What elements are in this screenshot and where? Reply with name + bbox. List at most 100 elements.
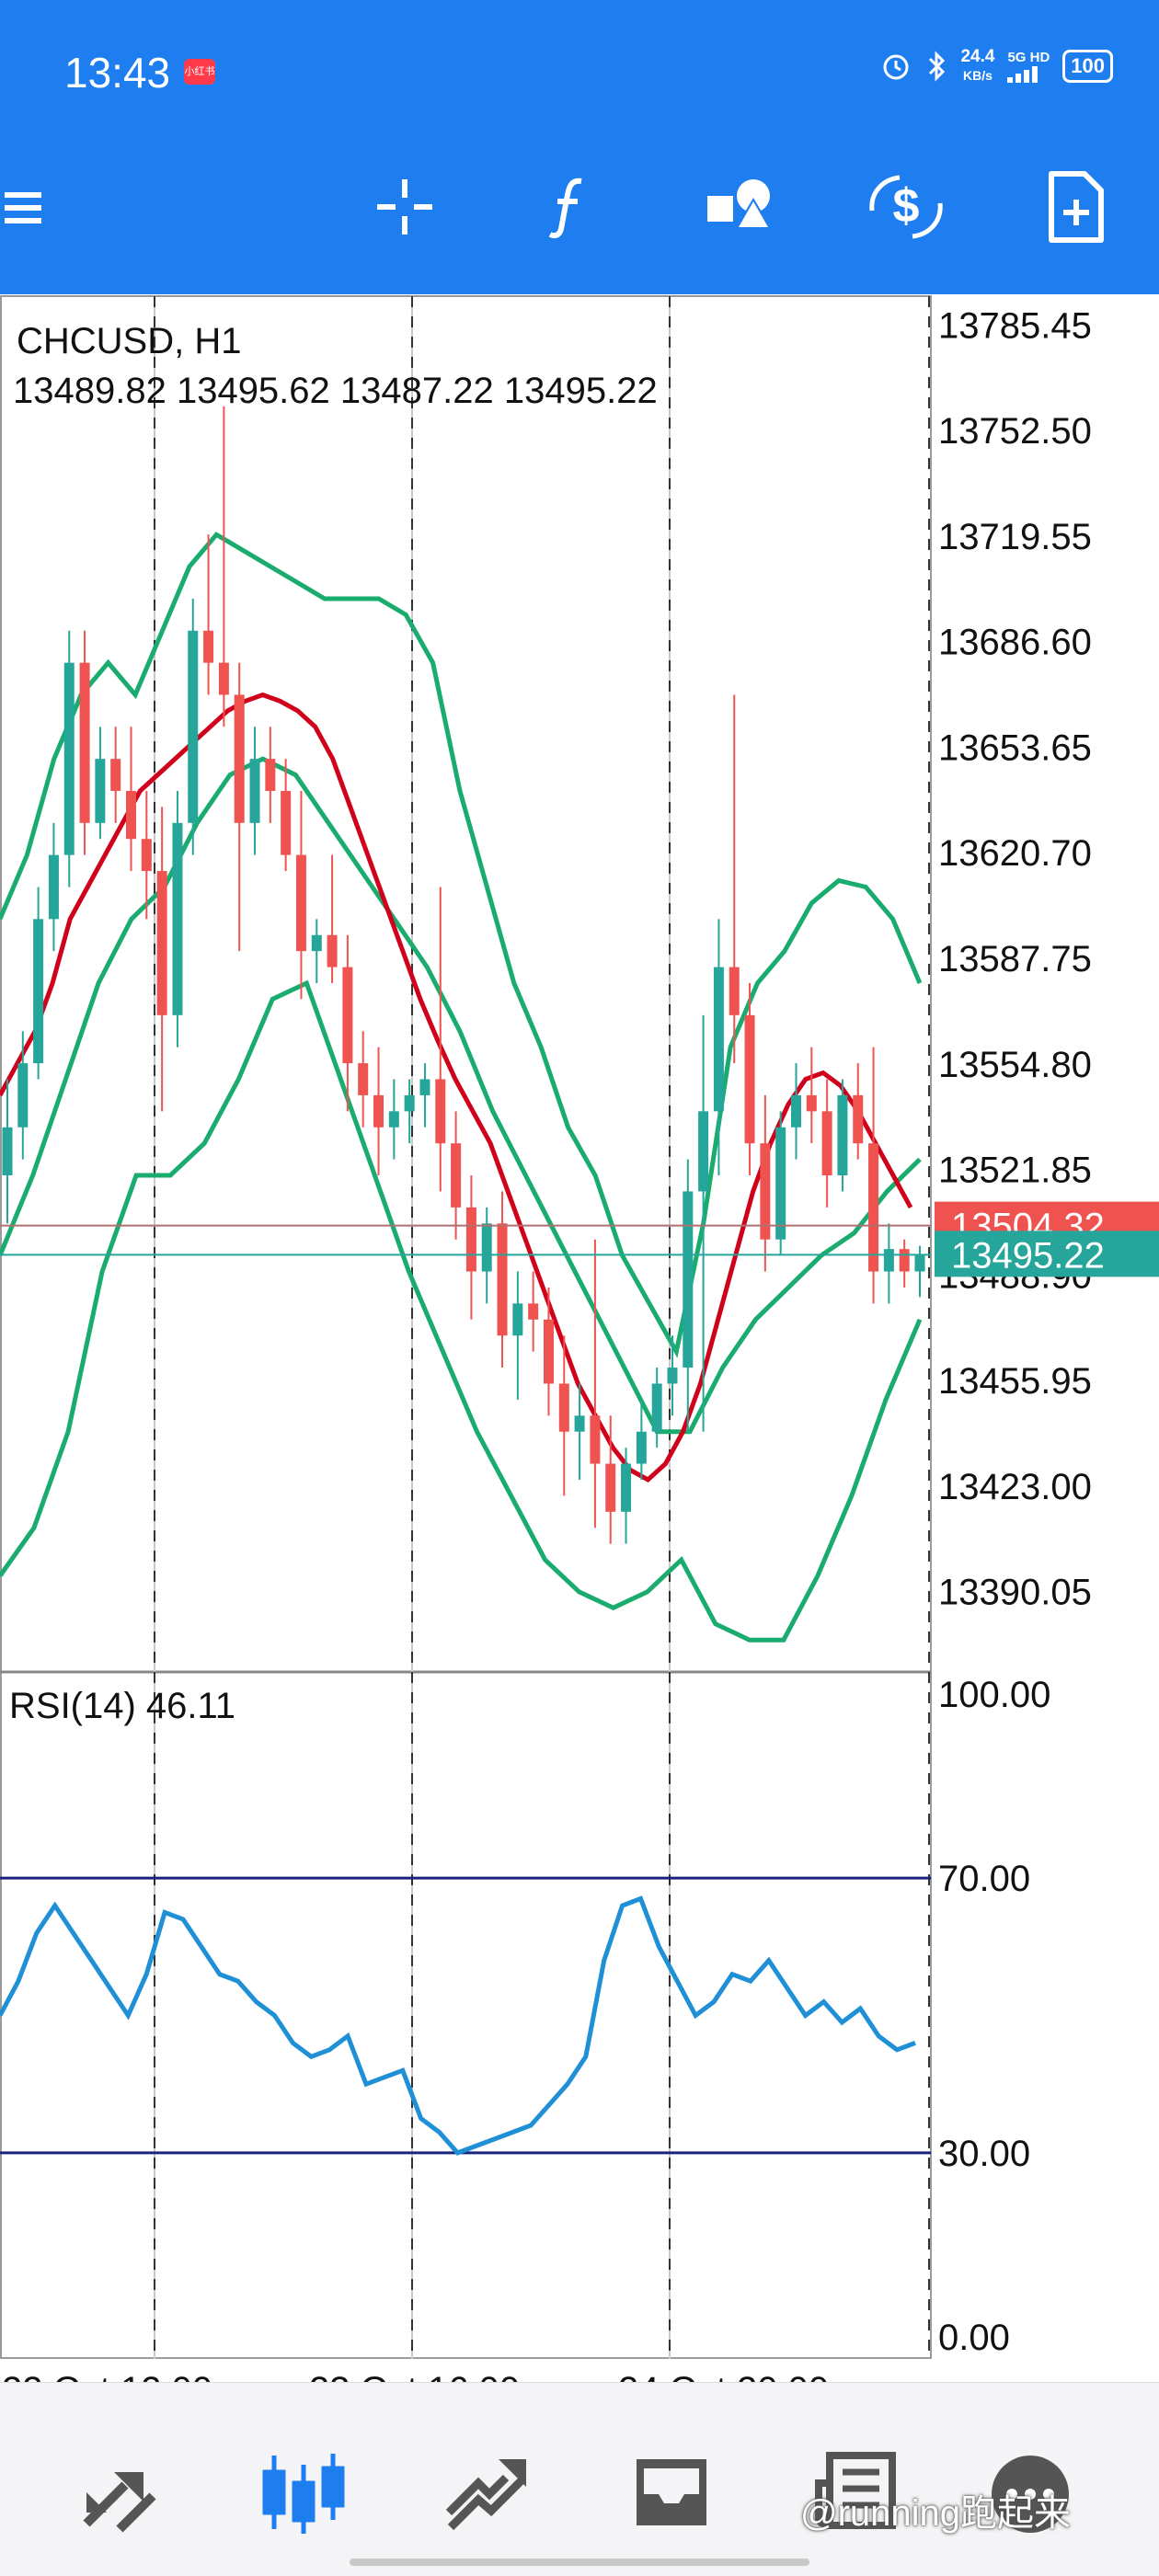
moving-average <box>0 692 913 1483</box>
candle-body <box>358 1063 369 1095</box>
candle-body <box>806 1094 817 1112</box>
candle-body <box>883 1249 894 1272</box>
candle-body <box>465 1207 476 1272</box>
candle-body <box>63 662 75 855</box>
candlesticks <box>2 406 925 1544</box>
candle-body <box>419 1079 430 1095</box>
candle-body <box>249 759 260 823</box>
candle-body <box>636 1431 647 1464</box>
status-bar: 13:43 小红书 24.4 KB/s 5G HD 100 <box>0 0 1159 147</box>
price-chart[interactable]: 13785.45 13752.50 13719.55 13686.60 13653.65… <box>0 294 1159 2382</box>
rsi-line <box>0 1895 916 2156</box>
candle-body <box>404 1094 415 1112</box>
candle-body <box>543 1319 554 1384</box>
candle-body <box>373 1094 384 1128</box>
nav-history[interactable] <box>625 2446 717 2538</box>
inbox-icon <box>637 2459 706 2525</box>
price-lines <box>0 1224 931 1256</box>
price-axis-label: 13455.95 <box>938 1361 1092 1402</box>
bollinger-lower-line <box>0 979 923 1643</box>
candle-body <box>234 694 245 823</box>
candle-body <box>342 967 353 1064</box>
candle-body <box>126 790 137 840</box>
price-axis-label: 13752.50 <box>938 411 1092 452</box>
objects-button[interactable] <box>699 166 782 248</box>
dollar-arrows-icon: $ <box>869 175 943 239</box>
rsi-panel <box>0 1876 931 2156</box>
candle-body <box>497 1223 508 1336</box>
new-order-button[interactable] <box>1035 166 1118 248</box>
candle-body <box>481 1223 492 1272</box>
status-time: 13:43 <box>64 49 171 97</box>
symbol-label: CHCUSD, H1 <box>17 321 241 361</box>
candle-body <box>899 1249 910 1272</box>
price-axis-label: 13587.75 <box>938 939 1092 979</box>
home-indicator[interactable] <box>350 2559 809 2566</box>
bollinger-upper-line <box>0 532 923 1358</box>
plot-border <box>0 295 932 2359</box>
candle-body <box>95 759 106 823</box>
alarm-icon <box>883 54 909 80</box>
candlestick-icon <box>262 2454 345 2534</box>
nav-news[interactable] <box>809 2446 901 2538</box>
function-icon <box>548 177 582 239</box>
time-axis-label: 22 Oct 12:00 <box>2 2370 212 2382</box>
candle-body <box>605 1463 616 1512</box>
price-axis-label: 13620.70 <box>938 833 1092 874</box>
crosshair-button[interactable] <box>363 166 446 248</box>
crosshair-icon <box>377 179 432 235</box>
candle-body <box>651 1383 662 1432</box>
signal-block: 5G HD <box>1007 50 1050 83</box>
candle-body <box>621 1463 632 1512</box>
news-icon <box>815 2452 896 2529</box>
bollinger-bands <box>0 532 923 1643</box>
menu-button[interactable] <box>0 166 64 248</box>
nav-chart[interactable] <box>258 2446 350 2538</box>
svg-text:$: $ <box>893 179 920 233</box>
signal-icon <box>1007 66 1039 83</box>
chat-icon <box>992 2456 1069 2533</box>
candle-body <box>713 967 724 1112</box>
chart-axes: 13785.45 13752.50 13719.55 13686.60 13653.65… <box>2 305 1159 2382</box>
candle-body <box>451 1143 462 1208</box>
candle-body <box>667 1368 678 1384</box>
shapes-icon <box>707 179 772 229</box>
nav-quotes[interactable] <box>74 2446 166 2538</box>
candle-body <box>744 1014 755 1144</box>
candle-body <box>821 1111 832 1176</box>
candle-body <box>729 967 740 1015</box>
candle-body <box>914 1255 925 1272</box>
bottom-navigation <box>0 2382 1159 2576</box>
nav-trade[interactable] <box>442 2446 534 2538</box>
price-axis-label: 13785.45 <box>938 305 1092 346</box>
rsi-label: RSI(14) 46.11 <box>9 1686 235 1726</box>
candle-body <box>48 854 59 920</box>
candle-body <box>33 919 44 1064</box>
candle-body <box>156 871 167 1015</box>
nav-chat[interactable] <box>984 2446 1076 2538</box>
candle-body <box>265 759 276 791</box>
candle-body <box>295 854 306 952</box>
candle-body <box>590 1415 601 1464</box>
chart-grid <box>0 295 932 2359</box>
trade-button[interactable]: $ <box>865 166 947 248</box>
candle-body <box>760 1143 771 1240</box>
rsi-axis-label: 70.00 <box>938 1859 1030 1899</box>
indicators-button[interactable] <box>529 166 612 248</box>
time-axis-label: 24 Oct 20:00 <box>618 2370 829 2382</box>
price-axis-label: 13423.00 <box>938 1467 1092 1507</box>
document-plus-icon <box>1049 171 1104 243</box>
candle-body <box>327 934 338 967</box>
price-axis-label: 13719.55 <box>938 517 1092 557</box>
candle-body <box>2 1127 13 1176</box>
candle-body <box>853 1094 864 1144</box>
bid-price-tag <box>935 1231 1159 1277</box>
candle-body <box>558 1383 569 1432</box>
moving-average-line <box>0 692 913 1483</box>
candle-body <box>683 1191 694 1368</box>
candle-body <box>512 1303 523 1336</box>
price-axis-label: 13521.85 <box>938 1151 1092 1191</box>
watermark: @running跑起来 <box>800 2493 1072 2534</box>
candle-body <box>110 759 121 791</box>
network-type: 5G HD <box>1007 50 1050 65</box>
